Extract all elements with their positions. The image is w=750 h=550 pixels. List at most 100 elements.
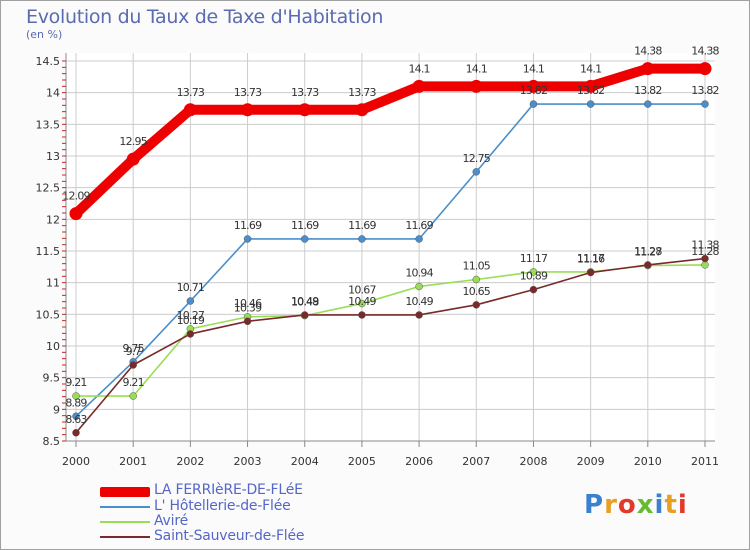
x-tick-label: 2001 — [119, 455, 147, 468]
data-label: 14.38 — [691, 45, 719, 58]
data-label: 13.82 — [520, 84, 548, 97]
data-point — [415, 282, 423, 291]
data-label: 10.48 — [291, 296, 319, 309]
data-label: 11.69 — [234, 219, 262, 232]
data-label: 10.89 — [520, 270, 548, 283]
legend-label: Saint-Sauveur-de-Flée — [154, 528, 305, 544]
data-label: 11.69 — [348, 219, 376, 232]
data-label: 10.71 — [177, 281, 205, 294]
data-label: 9.21 — [123, 376, 144, 389]
data-label: 10.65 — [463, 285, 491, 298]
data-point — [358, 299, 366, 308]
data-point — [529, 100, 538, 108]
y-tick-label: 12 — [46, 213, 60, 226]
data-point — [358, 235, 366, 243]
data-point — [241, 103, 255, 117]
plot-area — [66, 53, 715, 441]
data-point — [472, 301, 481, 309]
legend-swatch-avire — [100, 521, 150, 523]
x-tick-label: 2008 — [519, 455, 547, 468]
chart-subtitle: (en %) — [26, 28, 63, 41]
y-tick-label: 10.5 — [36, 308, 61, 321]
data-label: 13.73 — [177, 86, 205, 99]
data-label: 13.82 — [634, 84, 662, 97]
data-point — [72, 412, 80, 421]
data-label: 9.75 — [123, 342, 145, 355]
data-point — [126, 152, 140, 166]
data-label: 13.82 — [577, 84, 605, 97]
data-point — [129, 361, 137, 369]
series-line — [71, 63, 710, 219]
data-label: 14.38 — [634, 45, 662, 58]
x-tick-label: 2011 — [691, 455, 719, 468]
data-point — [584, 79, 598, 93]
data-point — [472, 168, 481, 176]
data-label: 10.27 — [177, 309, 205, 322]
data-label: 11.28 — [691, 245, 719, 258]
x-tick-label: 2005 — [348, 455, 376, 468]
y-tick-label: 9 — [53, 403, 60, 416]
data-label: 14.1 — [580, 62, 601, 75]
data-label: 13.73 — [348, 86, 376, 99]
data-label: 10.39 — [234, 301, 262, 314]
data-label: 12.75 — [463, 152, 491, 165]
data-label: 14.1 — [408, 62, 429, 75]
legend-label: LA FERRIèRE-DE-FLéE — [154, 482, 303, 498]
y-tick-label: 11 — [46, 277, 60, 290]
legend-swatch-la-ferriere — [100, 487, 150, 497]
data-point — [529, 268, 538, 276]
y-tick-label: 14 — [46, 87, 60, 100]
data-label: 14.1 — [466, 62, 487, 75]
data-label: 8.63 — [65, 413, 87, 426]
data-label: 11.69 — [405, 219, 433, 232]
data-label: 11.27 — [634, 246, 662, 259]
data-point — [641, 62, 655, 76]
legend-item-hotellerie: L' Hôtellerie-de-Flée — [100, 498, 360, 514]
data-label: 11.16 — [577, 253, 605, 266]
data-label: 11.69 — [291, 219, 319, 232]
data-point — [526, 79, 540, 93]
data-point — [72, 429, 80, 437]
x-tick-label: 2002 — [176, 455, 204, 468]
y-tick-label: 13.5 — [36, 118, 61, 131]
legend-swatch-saint-sauveur — [100, 536, 150, 538]
legend-item-saint-sauveur: Saint-Sauveur-de-Flée — [100, 528, 360, 544]
data-point — [355, 103, 369, 117]
data-label: 13.73 — [291, 86, 319, 99]
data-point — [69, 207, 83, 221]
legend-label: L' Hôtellerie-de-Flée — [154, 498, 291, 514]
legend-item-la-ferriere: LA FERRIèRE-DE-FLéE — [100, 482, 360, 498]
data-label: 10.67 — [348, 284, 376, 297]
data-label: 11.17 — [520, 252, 548, 265]
data-label: 11.38 — [691, 239, 719, 252]
data-point — [701, 254, 709, 263]
data-label: 10.19 — [177, 314, 205, 327]
data-point — [415, 311, 423, 319]
data-label: 8.89 — [65, 396, 87, 409]
chart-title: Evolution du Taux de Taxe d'Habitation — [26, 6, 384, 28]
data-point — [529, 285, 538, 294]
series-line — [75, 103, 706, 418]
legend-swatch-hotellerie — [100, 506, 150, 508]
data-point — [644, 100, 652, 108]
data-point — [469, 79, 483, 93]
x-tick-label: 2007 — [462, 455, 490, 468]
data-point — [243, 317, 252, 326]
data-point — [701, 261, 709, 269]
y-tick-label: 14.5 — [36, 55, 61, 68]
data-label: 11.17 — [577, 252, 605, 265]
data-point — [698, 62, 712, 76]
data-label: 12.09 — [62, 190, 90, 203]
data-point — [298, 103, 312, 117]
data-label: 14.1 — [523, 62, 544, 75]
proxiti-logo: Proxiti — [584, 490, 688, 520]
data-label: 13.73 — [234, 86, 262, 99]
data-label: 12.95 — [119, 135, 147, 148]
data-point — [701, 100, 709, 108]
y-tick-label: 10 — [46, 340, 60, 353]
data-point — [129, 392, 137, 400]
x-tick-label: 2010 — [634, 455, 662, 468]
data-point — [243, 235, 252, 243]
data-point — [300, 311, 309, 319]
